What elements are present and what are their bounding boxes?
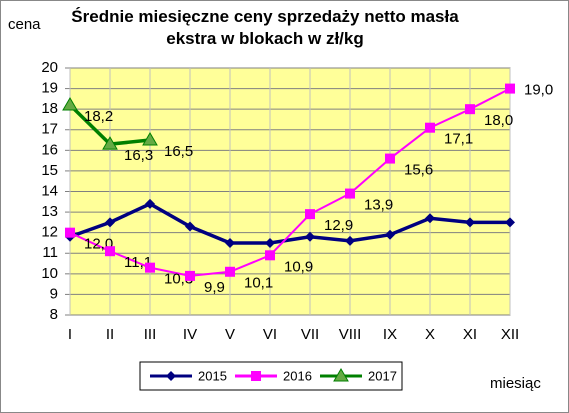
series-line [69,87,511,277]
legend-label: 2016 [283,368,312,383]
y-tick-label: 8 [50,306,58,323]
marker [185,270,195,281]
chart-title: Średnie miesięczne ceny sprzedaży netto … [71,7,459,48]
data-label: 10,1 [244,275,273,292]
marker [145,262,155,273]
x-tick-label: VI [263,326,277,343]
y-tick-label: 19 [41,80,58,97]
x-tick-label: X [425,326,435,343]
y-tick-label: 12 [41,224,58,241]
x-tick-label: I [68,326,72,343]
marker [225,266,235,277]
marker [505,83,515,94]
marker [62,97,78,111]
x-tick-label: XI [463,326,477,343]
marker [265,250,275,261]
marker [251,371,261,381]
marker [102,136,118,150]
x-tick-label: III [144,326,157,343]
x-tick-label: IV [183,326,197,343]
marker [465,104,475,115]
data-label: 19,0 [524,82,553,99]
series-line [69,201,510,245]
marker [305,231,315,242]
y-tick-label: 10 [41,265,58,282]
y-axis-label: cena [8,16,41,33]
data-label: 16,3 [124,147,153,164]
marker [385,153,395,164]
marker [465,217,475,228]
y-tick-label: 18 [41,100,58,117]
y-tick-label: 16 [41,141,58,158]
marker [425,213,435,224]
marker [185,221,195,232]
marker [65,227,75,238]
x-tick-label: VIII [339,326,362,343]
y-tick-label: 17 [41,121,58,138]
y-tick-label: 15 [41,162,58,179]
data-label: 13,9 [364,197,393,214]
marker [345,188,355,199]
y-tick-label: 11 [42,244,58,261]
x-tick-label: V [225,326,235,343]
marker [166,371,176,381]
marker [142,132,158,146]
data-label: 12,9 [324,217,353,234]
marker [425,122,435,133]
data-label: 16,5 [164,143,193,160]
y-tick-label: 14 [41,182,58,199]
data-label: 18,0 [484,112,513,129]
x-tick-label: II [106,326,114,343]
data-label: 18,2 [84,108,113,125]
marker [145,198,155,209]
marker [105,246,115,257]
y-tick-label: 9 [50,285,58,302]
marker [505,217,515,228]
legend-label: 2015 [198,368,227,383]
marker [225,237,235,248]
data-label: 10,9 [284,258,313,275]
marker [333,368,349,382]
marker [385,229,395,240]
marker [265,237,275,248]
marker [345,235,355,246]
legend-label: 2017 [368,368,397,383]
data-label: 9,9 [204,279,225,296]
marker [305,209,315,220]
x-tick-label: IX [383,326,397,343]
x-tick-label: XII [501,326,519,343]
data-label: 15,6 [404,162,433,179]
data-label: 17,1 [444,131,473,148]
x-tick-label: VII [301,326,319,343]
marker [105,217,115,228]
y-tick-label: 20 [41,59,58,76]
x-axis-label: miesiąc [490,375,541,392]
y-tick-label: 13 [41,203,58,220]
